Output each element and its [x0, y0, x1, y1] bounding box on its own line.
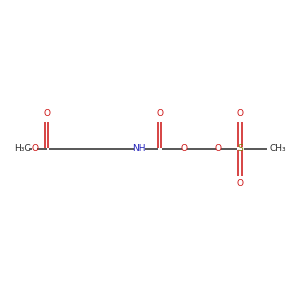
Text: O: O [215, 144, 222, 153]
Text: O: O [31, 144, 38, 153]
Text: O: O [43, 110, 50, 118]
Text: O: O [236, 110, 244, 118]
Text: H₃C: H₃C [14, 144, 31, 153]
Text: CH₃: CH₃ [270, 144, 286, 153]
Text: S: S [237, 144, 243, 153]
Text: O: O [181, 144, 188, 153]
Text: O: O [156, 110, 163, 118]
Text: O: O [236, 178, 244, 188]
Text: NH: NH [132, 144, 146, 153]
